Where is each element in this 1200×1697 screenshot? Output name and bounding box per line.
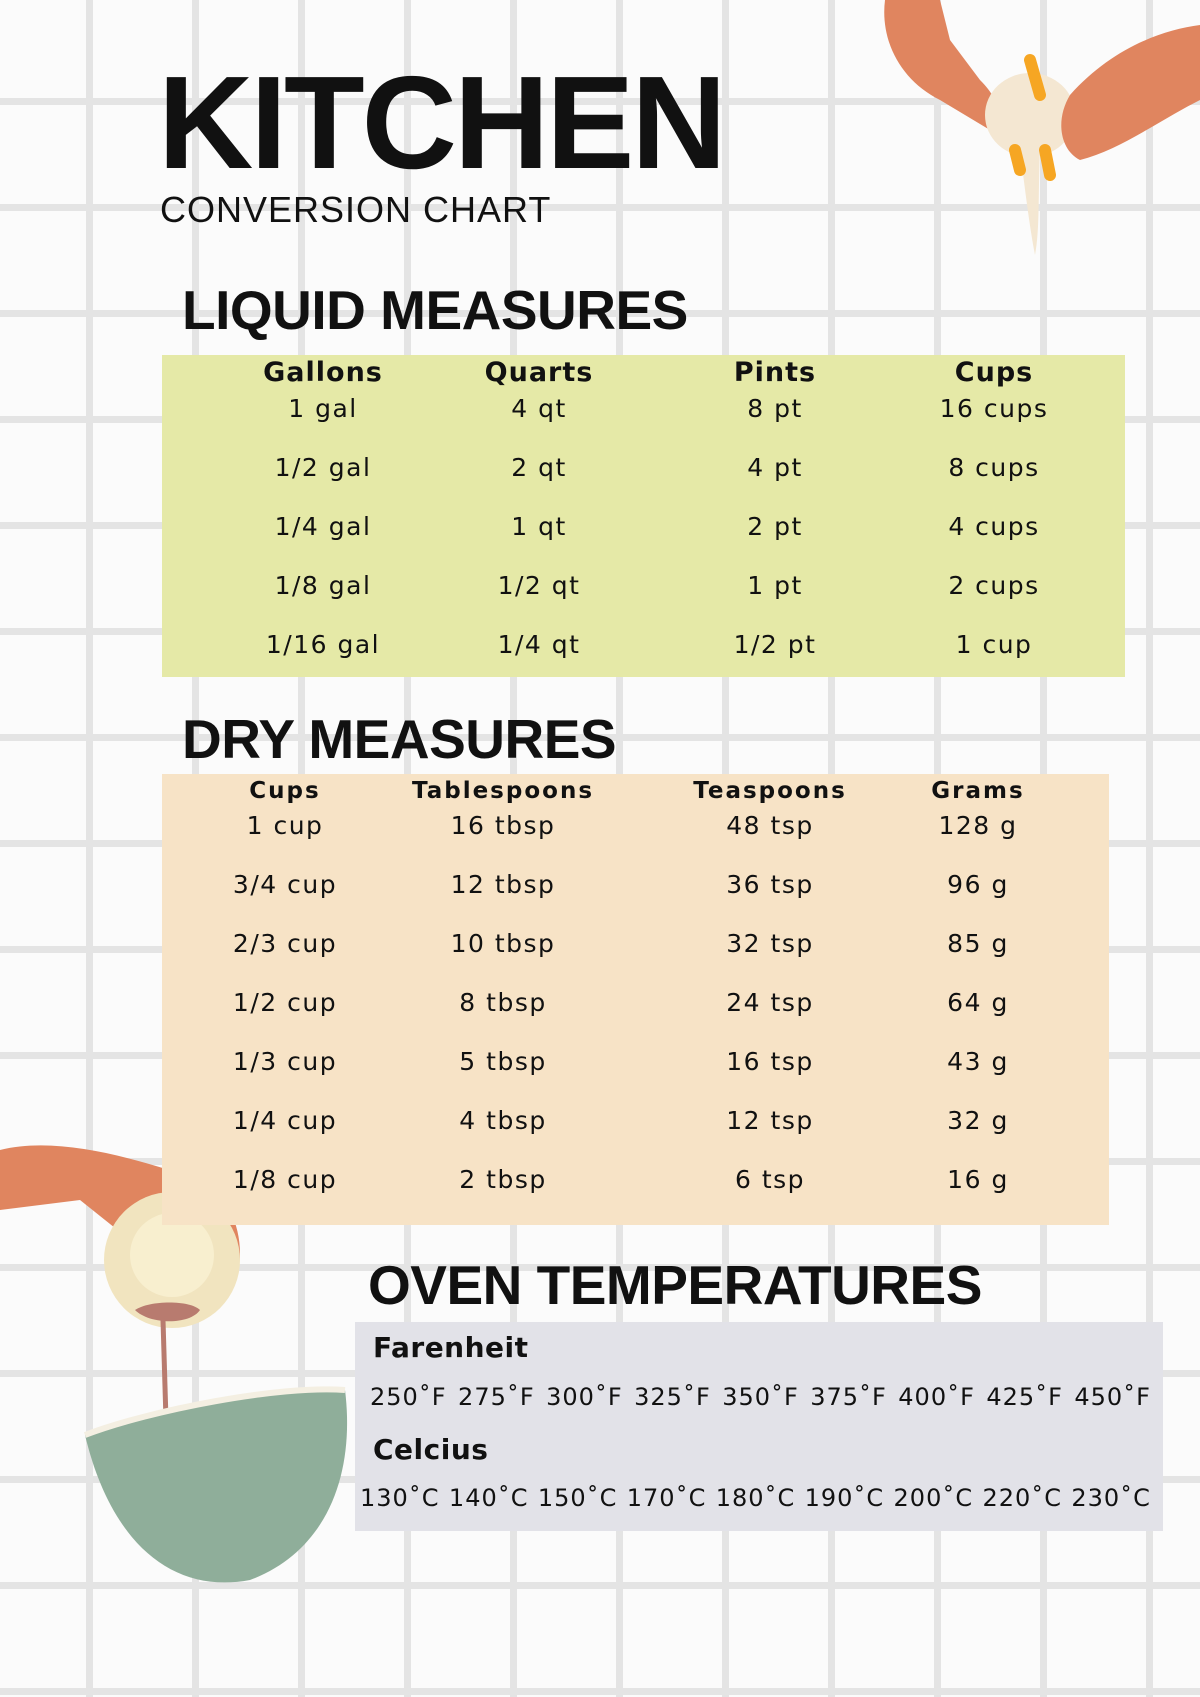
table-cell: 2 pt xyxy=(747,512,803,541)
table-cell: 8 cups xyxy=(948,453,1040,482)
temperature-value: 250˚F xyxy=(370,1383,447,1411)
table-cell: 1/2 pt xyxy=(733,630,817,659)
table-cell: 85 g xyxy=(947,929,1009,958)
table-cell: 16 cups xyxy=(939,394,1049,423)
temperature-value: 200˚C xyxy=(893,1484,974,1512)
temperature-value: 425˚F xyxy=(986,1383,1063,1411)
table-cell: 1 cup xyxy=(955,630,1033,659)
table-cell: 1/4 cup xyxy=(232,1106,338,1135)
oven-temperatures-panel: Farenheit 250˚F 275˚F 300˚F 325˚F 350˚F 375˚F… xyxy=(355,1322,1163,1531)
temperature-value: 170˚C xyxy=(626,1484,707,1512)
table-cell: 2/3 cup xyxy=(232,929,338,958)
column-header: Pints xyxy=(733,357,817,388)
table-cell: 48 tsp xyxy=(726,811,814,840)
temperature-value: 275˚F xyxy=(458,1383,535,1411)
table-cell: 1/16 gal xyxy=(265,630,381,659)
temperature-value: 180˚C xyxy=(715,1484,796,1512)
column-header: Cups xyxy=(249,778,321,804)
hand-pouring-bowl-illustration xyxy=(0,1145,348,1583)
table-cell: 32 tsp xyxy=(726,929,814,958)
table-cell: 1/8 cup xyxy=(232,1165,338,1194)
temperature-value: 325˚F xyxy=(634,1383,711,1411)
table-cell: 32 g xyxy=(947,1106,1009,1135)
temperature-value: 230˚C xyxy=(1071,1484,1151,1512)
table-cell: 4 pt xyxy=(747,453,803,482)
liquid-measures-table: Gallons Quarts Pints Cups 1 gal 4 qt 8 pt 1… xyxy=(162,355,1125,677)
table-cell: 10 tbsp xyxy=(450,929,556,958)
table-cell: 36 tsp xyxy=(726,870,814,899)
table-cell: 64 g xyxy=(947,988,1009,1017)
table-cell: 16 tbsp xyxy=(450,811,556,840)
table-cell: 1/8 gal xyxy=(274,571,372,600)
table-cell: 8 tbsp xyxy=(459,988,547,1017)
temperature-value: 400˚F xyxy=(898,1383,975,1411)
column-header: Grams xyxy=(931,778,1025,804)
table-cell: 2 qt xyxy=(511,453,567,482)
table-cell: 43 g xyxy=(947,1047,1009,1076)
table-cell: 1 pt xyxy=(747,571,803,600)
dry-measures-table: Cups Tablespoons Teaspoons Grams 1 cup 16… xyxy=(162,774,1109,1225)
table-cell: 16 tsp xyxy=(726,1047,814,1076)
page-title: KITCHEN xyxy=(158,49,727,196)
table-cell: 1/4 gal xyxy=(274,512,372,541)
table-cell: 5 tbsp xyxy=(459,1047,547,1076)
table-cell: 12 tbsp xyxy=(450,870,556,899)
table-cell: 1 qt xyxy=(511,512,567,541)
table-cell: 4 cups xyxy=(948,512,1040,541)
temperature-value: 350˚F xyxy=(722,1383,799,1411)
column-header: Tablespoons xyxy=(411,778,595,804)
fahrenheit-label: Farenheit xyxy=(373,1331,529,1364)
celsius-label: Celcius xyxy=(373,1433,489,1466)
temperature-value: 150˚C xyxy=(537,1484,618,1512)
temperature-value: 130˚C xyxy=(360,1484,440,1512)
liquid-measures-heading: LIQUID MEASURES xyxy=(182,279,688,341)
celsius-values: 130˚C 140˚C 150˚C 170˚C 180˚C 190˚C 200˚C 220˚C… xyxy=(360,1484,1151,1513)
table-cell: 2 tbsp xyxy=(459,1165,547,1194)
table-cell: 16 g xyxy=(947,1165,1009,1194)
temperature-value: 140˚C xyxy=(448,1484,529,1512)
table-cell: 4 qt xyxy=(511,394,567,423)
table-cell: 1/2 cup xyxy=(232,988,338,1017)
table-cell: 1 gal xyxy=(288,394,358,423)
column-header: Quarts xyxy=(484,357,594,388)
temperature-value: 450˚F xyxy=(1074,1383,1151,1411)
table-cell: 6 tsp xyxy=(734,1165,806,1194)
fahrenheit-values: 250˚F 275˚F 300˚F 325˚F 350˚F 375˚F 400˚F 425˚F… xyxy=(370,1383,1151,1412)
column-header: Teaspoons xyxy=(693,778,847,804)
dry-measures-heading: DRY MEASURES xyxy=(182,708,617,770)
temperature-value: 220˚C xyxy=(982,1484,1063,1512)
page-subtitle: CONVERSION CHART xyxy=(160,189,552,230)
column-header: Gallons xyxy=(263,357,383,388)
table-cell: 1/4 qt xyxy=(497,630,581,659)
hands-cracking-egg-illustration xyxy=(884,0,1200,255)
temperature-value: 190˚C xyxy=(804,1484,885,1512)
table-cell: 24 tsp xyxy=(726,988,814,1017)
temperature-value: 375˚F xyxy=(810,1383,887,1411)
table-cell: 1/2 qt xyxy=(497,571,581,600)
table-cell: 128 g xyxy=(938,811,1018,840)
table-cell: 2 cups xyxy=(948,571,1040,600)
column-header: Cups xyxy=(954,357,1034,388)
table-cell: 8 pt xyxy=(747,394,803,423)
table-cell: 4 tbsp xyxy=(459,1106,547,1135)
table-cell: 1 cup xyxy=(246,811,324,840)
table-cell: 3/4 cup xyxy=(232,870,338,899)
table-cell: 96 g xyxy=(947,870,1009,899)
table-cell: 1/3 cup xyxy=(232,1047,338,1076)
temperature-value: 300˚F xyxy=(546,1383,623,1411)
table-cell: 12 tsp xyxy=(726,1106,814,1135)
oven-temperatures-heading: OVEN TEMPERATURES xyxy=(368,1254,982,1316)
table-cell: 1/2 gal xyxy=(274,453,372,482)
